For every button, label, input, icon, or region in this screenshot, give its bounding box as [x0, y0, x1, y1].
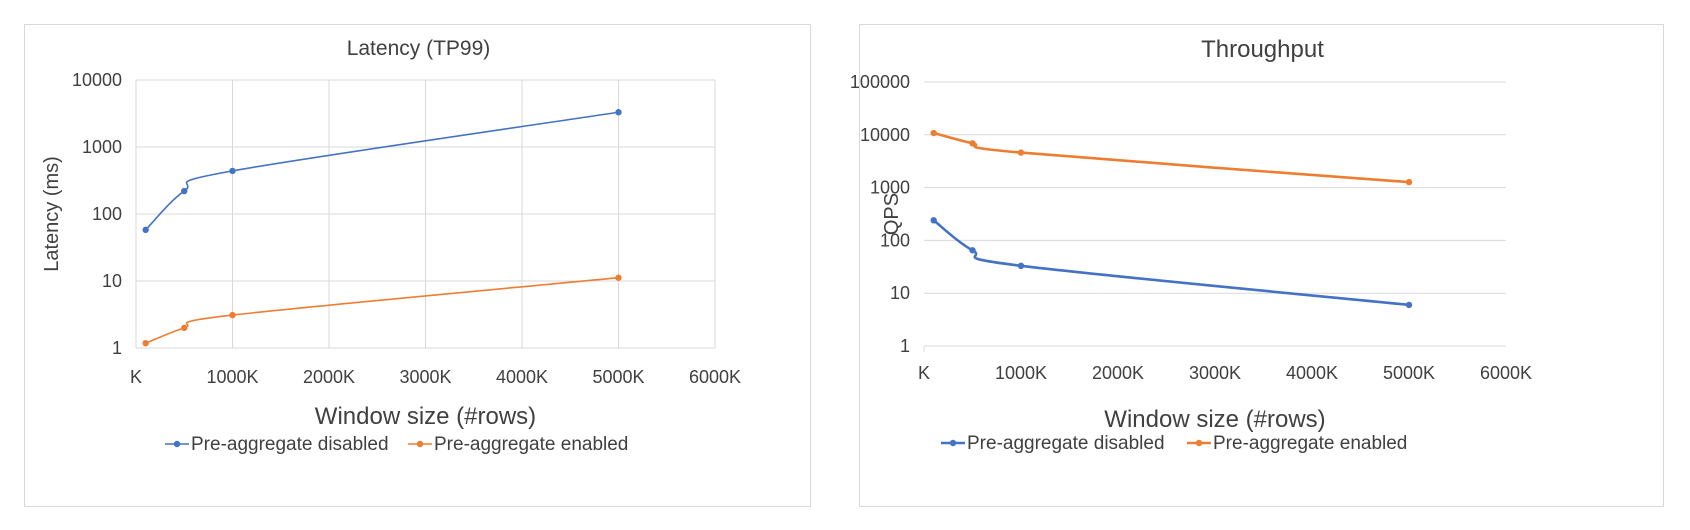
- y-tick-label: 100000: [850, 72, 910, 92]
- x-tick-label: K: [130, 367, 142, 387]
- x-tick-label: 1000K: [206, 367, 258, 387]
- chart-title: Throughput: [1201, 36, 1324, 63]
- data-point-pre-aggregate-enabled: [969, 140, 976, 147]
- legend-marker-pre-aggregate-enabled: [416, 440, 424, 448]
- x-tick-label: 3000K: [1189, 363, 1241, 383]
- y-tick-label: 100: [880, 230, 910, 250]
- x-tick-label: K: [918, 363, 930, 383]
- data-point-pre-aggregate-disabled: [181, 187, 188, 195]
- x-tick-label: 2000K: [1092, 363, 1144, 383]
- legend-label-pre-aggregate-disabled: Pre-aggregate disabled: [191, 434, 389, 455]
- y-tick-label: 10: [102, 271, 122, 291]
- x-tick-label: 2000K: [303, 367, 355, 387]
- legend-label-pre-aggregate-disabled: Pre-aggregate disabled: [967, 433, 1165, 454]
- y-axis-label: QPS: [881, 193, 903, 235]
- data-point-pre-aggregate-enabled: [1405, 178, 1413, 186]
- y-tick-label: 1: [900, 336, 910, 356]
- series-line-pre-aggregate-enabled: [145, 276, 619, 344]
- x-axis-label: Window size (#rows): [315, 403, 536, 430]
- data-point-pre-aggregate-enabled: [615, 274, 622, 281]
- series-line-pre-aggregate-disabled: [932, 219, 1410, 307]
- throughput-chart-panel: Throughput 1 10 100 1000 10000 100000 K 1000K 200…: [850, 24, 1664, 507]
- throughput-chart: Throughput 1 10 100 1000 10000 100000 K 1000K 200…: [850, 36, 1532, 454]
- x-tick-label: 3000K: [399, 367, 451, 387]
- data-point-pre-aggregate-disabled: [969, 247, 976, 254]
- x-tick-label: 4000K: [496, 367, 548, 387]
- legend-marker-pre-aggregate-disabled: [173, 440, 181, 448]
- data-point-pre-aggregate-enabled: [181, 324, 188, 332]
- y-tick-label: 10: [890, 283, 910, 303]
- legend-marker-pre-aggregate-enabled: [1195, 439, 1203, 447]
- x-tick-label: 4000K: [1286, 363, 1338, 383]
- y-tick-label: 100: [92, 204, 122, 224]
- x-tick-label: 5000K: [1383, 363, 1435, 383]
- latency-chart-panel: Latency (TP99) 1 10 100 1000 10000 K 1000K 2000K…: [24, 24, 811, 507]
- data-point-pre-aggregate-disabled: [1017, 262, 1025, 270]
- data-point-pre-aggregate-disabled: [229, 167, 236, 175]
- chart-title: Latency (TP99): [347, 37, 491, 60]
- data-point-pre-aggregate-disabled: [1405, 301, 1413, 309]
- y-tick-label: 10000: [860, 125, 910, 145]
- series-line-pre-aggregate-enabled: [933, 131, 1410, 184]
- x-axis-label: Window size (#rows): [1104, 406, 1325, 433]
- data-point-pre-aggregate-disabled: [930, 217, 937, 224]
- data-point-pre-aggregate-enabled: [1017, 149, 1025, 156]
- data-point-pre-aggregate-enabled: [142, 339, 149, 347]
- y-tick-label: 1: [112, 338, 122, 358]
- data-point-pre-aggregate-enabled: [229, 311, 236, 319]
- legend-label-pre-aggregate-enabled: Pre-aggregate enabled: [434, 434, 628, 455]
- y-axis-label: Latency (ms): [41, 156, 63, 272]
- y-tick-label: 1000: [870, 178, 910, 198]
- series-line-pre-aggregate-disabled: [145, 111, 619, 231]
- y-tick-label: 10000: [72, 70, 122, 90]
- legend-marker-pre-aggregate-disabled: [949, 439, 957, 447]
- x-tick-label: 6000K: [689, 367, 741, 387]
- data-point-pre-aggregate-disabled: [142, 226, 149, 234]
- x-tick-label: 1000K: [995, 363, 1047, 383]
- latency-chart: Latency (TP99) 1 10 100 1000 10000 K 1000K 2000K…: [41, 37, 741, 455]
- y-tick-label: 1000: [82, 137, 122, 157]
- x-tick-label: 6000K: [1480, 363, 1532, 383]
- data-point-pre-aggregate-enabled: [930, 129, 937, 137]
- data-point-pre-aggregate-disabled: [615, 109, 622, 116]
- x-tick-label: 5000K: [592, 367, 644, 387]
- legend-label-pre-aggregate-enabled: Pre-aggregate enabled: [1213, 433, 1407, 454]
